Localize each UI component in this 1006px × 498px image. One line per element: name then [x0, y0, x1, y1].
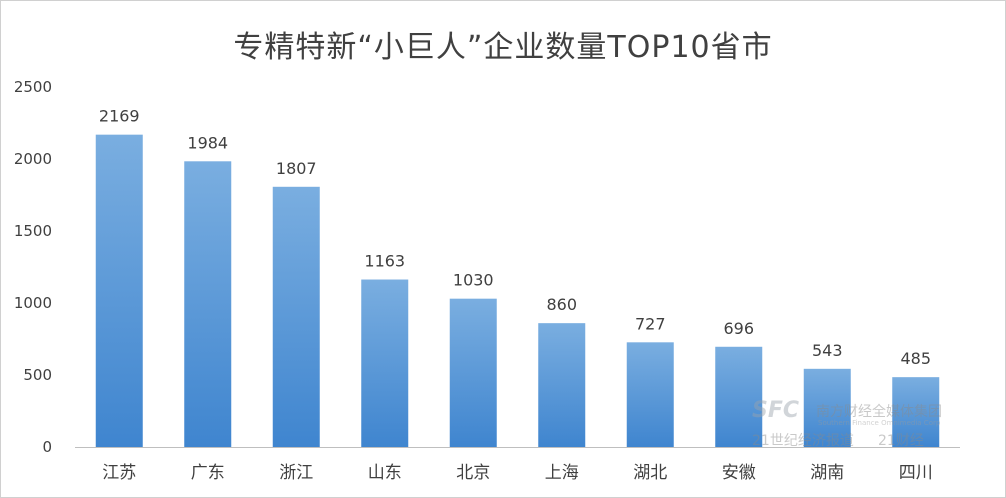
bar [626, 342, 674, 447]
x-tick-label: 湖南 [810, 463, 844, 483]
bar [184, 161, 232, 447]
bar [361, 279, 409, 447]
y-tick-label: 1500 [14, 222, 52, 240]
x-tick-label: 山东 [368, 463, 402, 483]
data-label: 1163 [364, 252, 405, 271]
y-tick-label: 2500 [14, 78, 52, 96]
data-label: 1030 [453, 271, 494, 290]
y-tick-label: 500 [23, 366, 52, 384]
data-label: 1807 [276, 159, 317, 178]
bar [892, 377, 940, 447]
x-tick-label: 上海 [545, 463, 579, 483]
bar [449, 298, 497, 447]
y-axis: 0 500 1000 1500 2000 2500 [14, 78, 52, 456]
x-tick-label: 北京 [456, 463, 490, 483]
x-tick-label: 江苏 [102, 463, 136, 483]
data-label: 1984 [187, 133, 228, 152]
chart-title: 专精特新“小巨人”企业数量TOP10省市 [233, 30, 773, 65]
data-label: 2169 [99, 107, 140, 126]
bar [272, 186, 320, 448]
data-label: 727 [635, 314, 666, 333]
data-label: 696 [723, 319, 754, 338]
x-tick-label: 浙江 [279, 463, 313, 483]
bar [538, 323, 586, 447]
y-tick-label: 2000 [14, 150, 52, 168]
x-axis: 江苏 广东 浙江 山东 北京 上海 湖北 安徽 湖南 四川 [75, 447, 960, 483]
bar [95, 134, 143, 447]
data-label: 860 [546, 295, 577, 314]
bar [715, 346, 763, 447]
x-tick-label: 安徽 [722, 463, 756, 483]
bars: 2169 1984 1807 1163 1030 860 727 696 543 485 [95, 107, 940, 448]
x-tick-label: 四川 [899, 463, 933, 483]
data-label: 543 [812, 341, 843, 360]
y-tick-label: 0 [42, 438, 52, 456]
x-tick-label: 广东 [191, 463, 225, 483]
bar [803, 368, 851, 447]
y-tick-label: 1000 [14, 294, 52, 312]
x-tick-label: 湖北 [633, 463, 667, 483]
data-label: 485 [900, 349, 931, 368]
